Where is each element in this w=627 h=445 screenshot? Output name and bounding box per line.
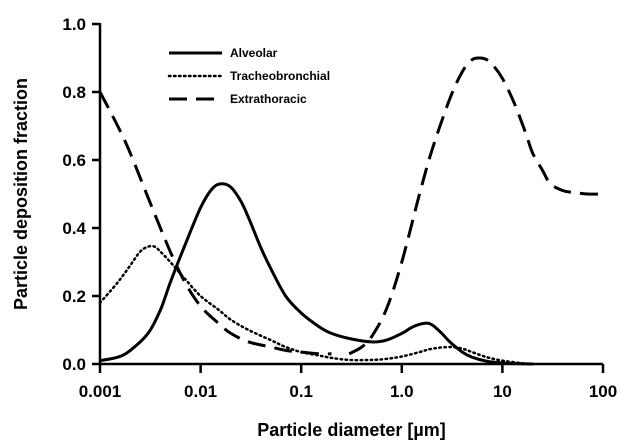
x-tick-label: 0.01 (184, 382, 217, 401)
x-tick-label: 1.0 (390, 382, 414, 401)
series-tracheobronchial (98, 244, 534, 366)
series-layer (98, 56, 604, 366)
axes (98, 23, 603, 366)
series-line-tracheobronchial (98, 244, 534, 366)
legend-label-tracheobronchial: Tracheobronchial (230, 69, 330, 83)
tick-labels: 0.0 0.2 0.4 0.6 0.8 1.0 0.001 0.01 0.1 1.0 10 100 (62, 15, 617, 401)
x-axis-title: Particle diameter [µm] (257, 420, 445, 440)
x-tick-label: 10 (493, 382, 512, 401)
series-line-extrathoracic (98, 91, 332, 356)
x-tick-label: 0.001 (79, 382, 122, 401)
series-alveolar (99, 182, 533, 366)
y-tick-label: 1.0 (62, 15, 86, 34)
y-tick-label: 0.6 (62, 151, 86, 170)
y-axis-title: Particle deposition fraction (11, 78, 31, 310)
series-extrathoracic (98, 56, 604, 356)
legend-label-alveolar: Alveolar (230, 46, 278, 60)
y-tick-label: 0.0 (62, 355, 86, 374)
legend-label-extrathoracic: Extrathoracic (230, 92, 307, 106)
y-tick-label: 0.2 (62, 287, 86, 306)
x-tick-label: 100 (589, 382, 617, 401)
series-line-extrathoracic (348, 56, 604, 356)
y-tick-label: 0.4 (62, 219, 86, 238)
series-line-alveolar (99, 182, 533, 366)
x-tick-label: 0.1 (289, 382, 313, 401)
y-tick-label: 0.8 (62, 83, 86, 102)
tick-marks (92, 22, 605, 373)
legend: Alveolar Tracheobronchial Extrathoracic (167, 46, 330, 106)
